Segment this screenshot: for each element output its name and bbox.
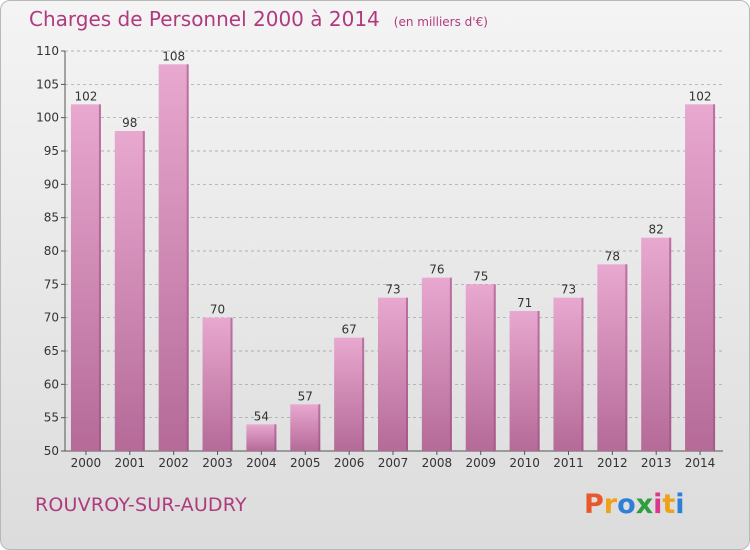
data-label: 78 (605, 249, 620, 263)
bar-edge (274, 424, 277, 451)
bar (553, 297, 584, 451)
data-label: 57 (298, 389, 313, 403)
brand-letter: o (617, 489, 636, 520)
city-name: ROUVROY-SUR-AUDRY (35, 494, 247, 516)
x-tick-label: 2005 (290, 456, 321, 470)
x-tick-label: 2004 (246, 456, 277, 470)
brand-letter: P (584, 489, 604, 520)
data-label: 98 (122, 116, 137, 130)
bar (202, 317, 233, 451)
bar (70, 104, 101, 451)
x-tick-label: 2001 (115, 456, 146, 470)
bar (378, 297, 408, 451)
bar (334, 337, 365, 451)
chart-title: Charges de Personnel 2000 à 2014 (29, 7, 380, 31)
data-label: 73 (561, 283, 576, 297)
y-tick-label: 95 (44, 144, 59, 158)
y-tick-label: 70 (44, 311, 59, 325)
y-tick-label: 50 (44, 444, 59, 458)
x-tick-label: 2014 (685, 456, 716, 470)
bar (246, 424, 277, 451)
bar-edge (98, 104, 101, 451)
bar (641, 237, 672, 451)
bar (421, 277, 452, 451)
x-tick-label: 2009 (465, 456, 496, 470)
x-tick-label: 2011 (553, 456, 584, 470)
y-tick-label: 80 (44, 244, 59, 258)
title-row: Charges de Personnel 2000 à 2014 (en mill… (29, 7, 488, 31)
y-tick-label: 75 (44, 277, 59, 291)
data-label: 76 (429, 263, 444, 277)
data-label: 108 (162, 49, 185, 63)
bar-edge (362, 337, 365, 451)
bar-edge (230, 317, 233, 451)
y-tick-label: 90 (44, 177, 59, 191)
data-label: 70 (210, 303, 225, 317)
y-tick-label: 100 (36, 111, 59, 125)
data-label: 73 (385, 283, 400, 297)
y-tick-label: 55 (44, 411, 59, 425)
x-tick-label: 2007 (378, 456, 409, 470)
data-label: 67 (341, 323, 356, 337)
bar-edge (625, 264, 628, 451)
x-tick-label: 2006 (334, 456, 365, 470)
bar (114, 131, 145, 451)
bar-edge (449, 277, 452, 451)
x-tick-label: 2013 (641, 456, 672, 470)
bar-edge (493, 284, 496, 451)
bar (465, 284, 496, 451)
bar (597, 264, 628, 451)
x-tick-label: 2000 (71, 456, 102, 470)
brand-logo: Proxiti (584, 489, 685, 520)
x-tick-label: 2008 (422, 456, 453, 470)
data-label: 82 (649, 223, 664, 237)
bar-edge (581, 297, 584, 451)
chart-subtitle: (en milliers d'€) (393, 15, 488, 29)
bar-edge (713, 104, 716, 451)
x-tick-label: 2002 (158, 456, 189, 470)
bar (509, 311, 540, 451)
brand-letter: t (662, 489, 676, 520)
bar-edge (406, 297, 408, 451)
y-tick-label: 60 (44, 377, 59, 391)
y-tick-label: 105 (36, 77, 59, 91)
bar-edge (318, 404, 321, 451)
bar (290, 404, 321, 451)
x-tick-label: 2012 (597, 456, 628, 470)
y-tick-label: 110 (36, 44, 59, 58)
y-tick-label: 65 (44, 344, 59, 358)
data-label: 102 (689, 89, 712, 103)
y-tick-label: 85 (44, 211, 59, 225)
brand-letter: i (675, 489, 685, 520)
bar (685, 104, 716, 451)
data-label: 75 (473, 269, 488, 283)
data-label: 71 (517, 296, 532, 310)
bar-edge (142, 131, 145, 451)
x-tick-label: 2010 (509, 456, 540, 470)
bar-edge (669, 237, 672, 451)
data-label: 102 (74, 89, 97, 103)
data-label: 54 (254, 409, 269, 423)
x-tick-label: 2003 (202, 456, 233, 470)
bar-edge (186, 64, 189, 452)
brand-letter: x (635, 489, 654, 520)
brand-letter: r (603, 489, 618, 520)
brand-letter: i (653, 489, 663, 520)
bar (158, 64, 189, 452)
bar-edge (537, 311, 540, 451)
